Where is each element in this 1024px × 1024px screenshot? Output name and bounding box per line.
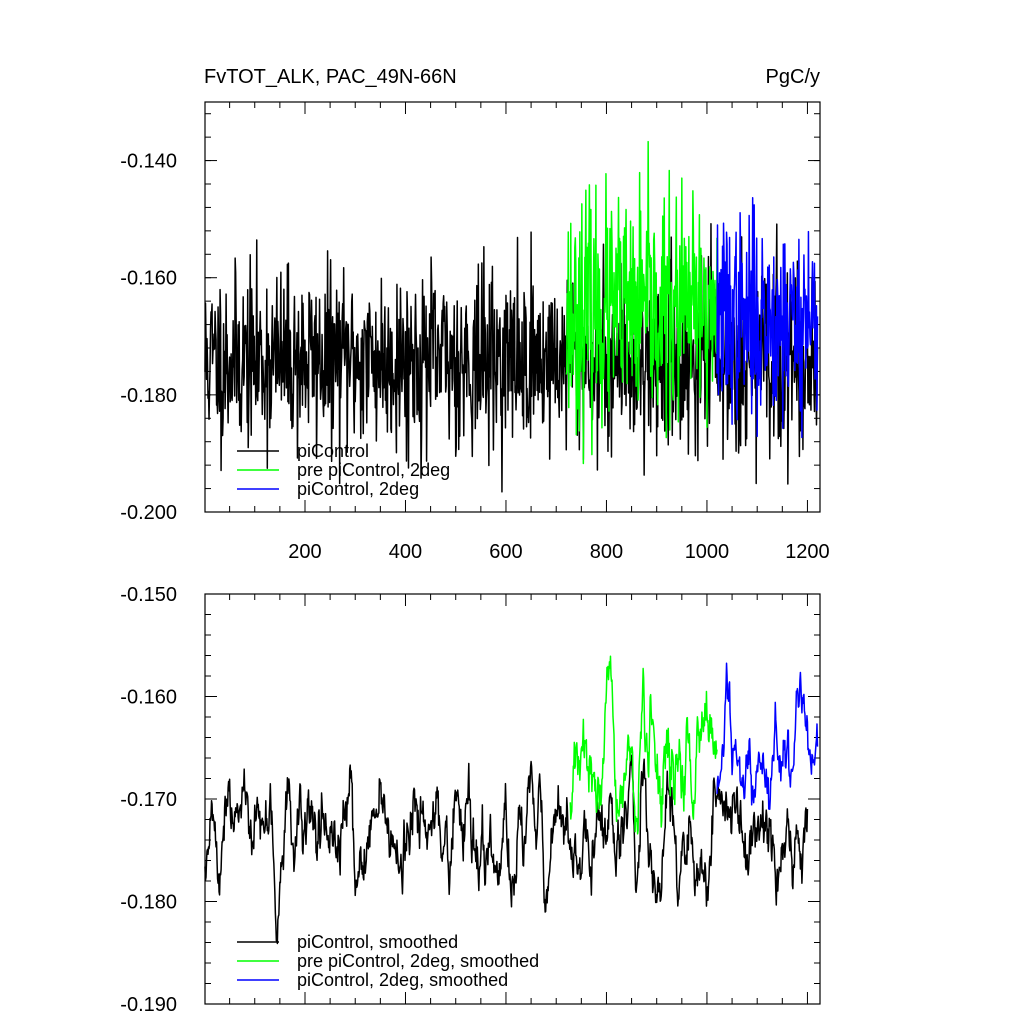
y-tick-label: -0.160 — [120, 268, 177, 290]
legend-label: pre piControl, 2deg — [297, 460, 450, 480]
y-tick-label: -0.180 — [120, 892, 177, 914]
top-panel: -0.200 -0.180 -0.160 -0.140 200 400 600 800 1000… — [120, 101, 830, 563]
legend-label: piControl, smoothed — [297, 932, 458, 952]
series-line-picontrol-2deg — [716, 197, 819, 439]
x-tick-label: 800 — [590, 541, 623, 563]
legend-label: pre piControl, 2deg, smoothed — [297, 951, 539, 971]
bottom-panel: -0.190 -0.180 -0.170 -0.160 -0.150 piControl… — [120, 584, 821, 1016]
y-tick-label: -0.190 — [120, 994, 177, 1016]
bottom-panel-frame — [204, 593, 821, 1005]
plot-title: FvTOT_ALK, PAC_49N-66N — [204, 66, 457, 88]
x-tick-label: 1000 — [685, 541, 730, 563]
top-panel-frame — [204, 101, 821, 513]
y-tick-label: -0.150 — [120, 584, 177, 606]
series-line-picontrol-smoothed — [204, 754, 809, 945]
y-tick-label: -0.180 — [120, 385, 177, 407]
bottom-panel-ticks: -0.190 -0.180 -0.170 -0.160 -0.150 — [120, 584, 820, 1016]
y-tick-label: -0.200 — [120, 502, 177, 524]
y-tick-label: -0.140 — [120, 151, 177, 173]
legend-label: piControl — [297, 441, 369, 461]
bottom-panel-series — [204, 655, 819, 945]
legend-label: piControl, 2deg — [297, 479, 419, 499]
x-tick-label: 400 — [389, 541, 422, 563]
top-panel-series — [204, 140, 819, 493]
x-tick-label: 600 — [489, 541, 522, 563]
series-line-picontrol — [204, 223, 819, 493]
series-line-pre-picontrol-2deg — [565, 140, 718, 465]
top-panel-ticks: -0.200 -0.180 -0.160 -0.140 200 400 600 800 1000… — [120, 102, 830, 563]
y-tick-label: -0.170 — [120, 789, 177, 811]
series-line-pre-picontrol-2deg-smoothed — [569, 655, 718, 835]
series-line-picontrol-2deg-smoothed — [716, 662, 819, 810]
legend-label: piControl, 2deg, smoothed — [297, 970, 508, 990]
y-tick-label: -0.160 — [120, 687, 177, 709]
plot-units: PgC/y — [766, 66, 820, 88]
x-tick-label: 1200 — [785, 541, 830, 563]
x-tick-label: 200 — [288, 541, 321, 563]
